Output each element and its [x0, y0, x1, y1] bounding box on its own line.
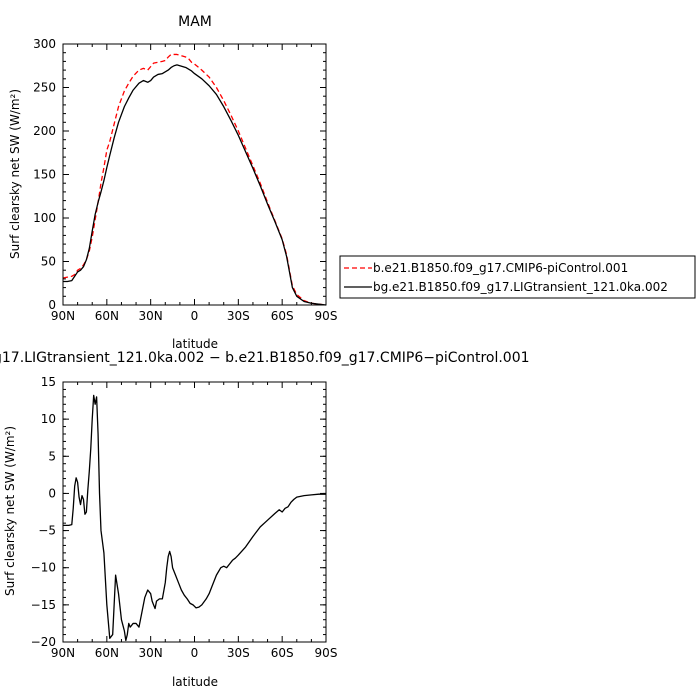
bottom-chart-ytick-label: 15 [41, 375, 56, 389]
top-chart: MAM Surf clearsky net SW (W/m²) latitude… [8, 14, 696, 351]
bottom-chart-series [63, 394, 326, 642]
top-chart-title: MAM [178, 14, 212, 30]
bottom-chart-series-line-0 [63, 394, 326, 642]
bottom-chart-xtick-label: 30S [227, 646, 250, 660]
top-chart-xtick-label: 0 [191, 309, 199, 323]
legend-label-lig: bg.e21.B1850.f09_g17.LIGtransient_121.0k… [373, 280, 668, 294]
top-chart-ytick-label: 200 [33, 124, 56, 138]
top-chart-series-line-1 [63, 64, 327, 306]
bottom-chart-ylabel: Surf clearsky net SW (W/m²) [3, 426, 17, 596]
top-chart-ytick-label: 0 [48, 298, 56, 312]
bottom-chart-title: bg.e21.B1850.f09_g17.LIGtransient_121.0k… [0, 350, 530, 366]
top-chart-series-line-0 [62, 53, 327, 306]
legend-label-control: b.e21.B1850.f09_g17.CMIP6-piControl.001 [373, 261, 628, 275]
top-chart-series [62, 53, 327, 306]
bottom-chart-ytick-label: 0 [48, 486, 56, 500]
bottom-chart-ticks: 90N 60N 30N 0 30S 60S 90S −20 −15 −10 −5 0 5 10 15 [31, 375, 338, 660]
bottom-chart-ytick-label: 5 [48, 449, 56, 463]
bottom-chart-ytick-label: −15 [31, 598, 56, 612]
bottom-chart-xlabel: latitude [172, 675, 218, 689]
bottom-chart-xtick-label: 30N [139, 646, 163, 660]
top-chart-ylabel: Surf clearsky net SW (W/m²) [8, 89, 22, 259]
top-chart-ytick-label: 300 [33, 37, 56, 51]
bottom-chart-ytick-label: −10 [31, 561, 56, 575]
legend-box [339, 255, 696, 299]
top-chart-xtick-label: 30N [139, 309, 163, 323]
top-chart-ytick-label: 150 [33, 168, 56, 182]
top-chart-xlabel: latitude [172, 337, 218, 351]
bottom-chart-xtick-label: 90N [51, 646, 75, 660]
bottom-chart-xtick-label: 60N [95, 646, 119, 660]
top-chart-ytick-label: 250 [33, 81, 56, 95]
top-chart-plot-frame [62, 43, 327, 306]
bottom-chart-xtick-label: 60S [271, 646, 294, 660]
legend: b.e21.B1850.f09_g17.CMIP6-piControl.001 … [339, 255, 696, 299]
bottom-chart-plot-frame [62, 381, 327, 643]
bottom-chart-ytick-label: 10 [41, 412, 56, 426]
bottom-chart-xtick-label: 0 [191, 646, 199, 660]
bottom-chart-xtick-label: 90S [315, 646, 338, 660]
top-chart-xtick-label: 60N [95, 309, 119, 323]
top-chart-ticks: 90N 60N 30N 0 30S 60S 90S 0 50 100 150 200 250 300 [33, 37, 337, 323]
bottom-chart-ytick-label: −20 [31, 635, 56, 649]
top-chart-xtick-label: 30S [227, 309, 250, 323]
top-chart-ytick-label: 100 [33, 211, 56, 225]
top-chart-xtick-label: 90S [315, 309, 338, 323]
top-chart-xtick-label: 60S [271, 309, 294, 323]
top-chart-xtick-label: 90N [51, 309, 75, 323]
top-chart-ytick-label: 50 [41, 255, 56, 269]
bottom-chart-ytick-label: −5 [38, 524, 56, 538]
bottom-chart: bg.e21.B1850.f09_g17.LIGtransient_121.0k… [0, 350, 530, 689]
